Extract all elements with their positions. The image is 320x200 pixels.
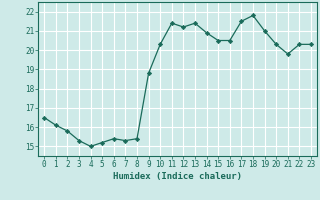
X-axis label: Humidex (Indice chaleur): Humidex (Indice chaleur) <box>113 172 242 181</box>
